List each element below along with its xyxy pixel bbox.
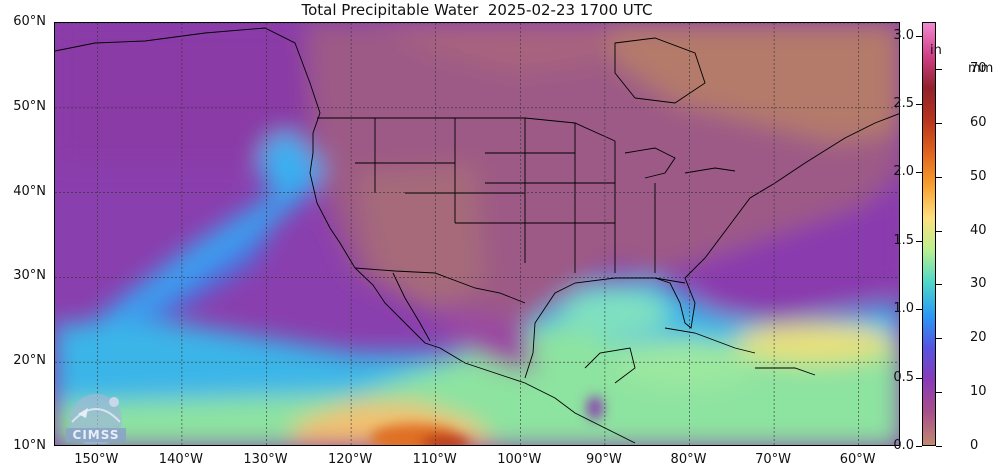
latitude-label: 60°N — [13, 14, 46, 29]
longitude-label: 100°W — [497, 452, 542, 467]
colorbar-in-tick — [916, 446, 922, 447]
colorbar-mm-label: 70 — [970, 61, 987, 77]
colorbar-mm-label: 0 — [970, 438, 979, 453]
colorbar-in-tick — [916, 377, 922, 379]
latitude-label: 20°N — [13, 353, 46, 369]
colorbar-in-tick — [916, 309, 922, 311]
colorbar-mm-tick — [936, 392, 942, 394]
colorbar-in-label: 0.0 — [893, 438, 914, 453]
colorbar — [922, 22, 936, 446]
colorbar-mm-label: 50 — [970, 168, 987, 184]
colorbar-mm-label: 10 — [970, 384, 987, 400]
colorbar-in-label: 1.5 — [893, 232, 914, 248]
colorbar-mm-tick — [936, 122, 942, 124]
colorbar-in-label: 2.5 — [893, 96, 914, 112]
longitude-label: 140°W — [158, 452, 203, 467]
colorbar-in-label: 1.0 — [893, 301, 914, 317]
longitude-label: 120°W — [328, 452, 373, 467]
graticule — [55, 23, 899, 445]
colorbar-mm-label: 40 — [970, 222, 987, 238]
longitude-label: 130°W — [243, 452, 288, 467]
tpw-map-canvas — [55, 23, 899, 445]
cimss-logo-text: CIMSS — [72, 428, 120, 442]
latitude-label: 10°N — [13, 438, 46, 453]
colorbar-mm-tick — [936, 230, 942, 232]
colorbar-in-label: 0.5 — [893, 369, 914, 385]
colorbar-mm-tick — [936, 338, 942, 340]
colorbar-mm-tick — [936, 69, 942, 71]
longitude-label: 90°W — [585, 452, 622, 467]
longitude-label: 150°W — [74, 452, 119, 467]
latitude-label: 50°N — [13, 98, 46, 114]
colorbar-in-tick — [916, 240, 922, 242]
colorbar-in-label: 2.0 — [893, 164, 914, 180]
colorbar-mm-label: 20 — [970, 330, 987, 346]
colorbar-unit-mm: mm — [968, 61, 994, 76]
longitude-label: 110°W — [412, 452, 457, 467]
tpw-map — [54, 22, 900, 446]
longitude-label: 80°W — [670, 452, 707, 467]
colorbar-mm-label: 30 — [970, 276, 987, 292]
cimss-logo-icon — [66, 394, 126, 446]
longitude-label: 70°W — [755, 452, 792, 467]
colorbar-in-tick — [916, 35, 922, 37]
longitude-label: 60°W — [839, 452, 876, 467]
colorbar-mm-tick — [936, 446, 942, 447]
cimss-logo: CIMSS — [58, 388, 134, 446]
map-title: Total Precipitable Water 2025-02-23 1700… — [301, 1, 653, 19]
colorbar-mm-tick — [936, 284, 942, 286]
colorbar-mm-label: 60 — [970, 114, 987, 130]
latitude-label: 40°N — [13, 183, 46, 199]
latitude-label: 30°N — [13, 268, 46, 284]
colorbar-mm-tick — [936, 176, 942, 178]
colorbar-in-tick — [916, 172, 922, 174]
colorbar-in-label: 3.0 — [893, 27, 914, 43]
colorbar-unit-in: in — [930, 43, 942, 58]
colorbar-in-tick — [916, 104, 922, 106]
